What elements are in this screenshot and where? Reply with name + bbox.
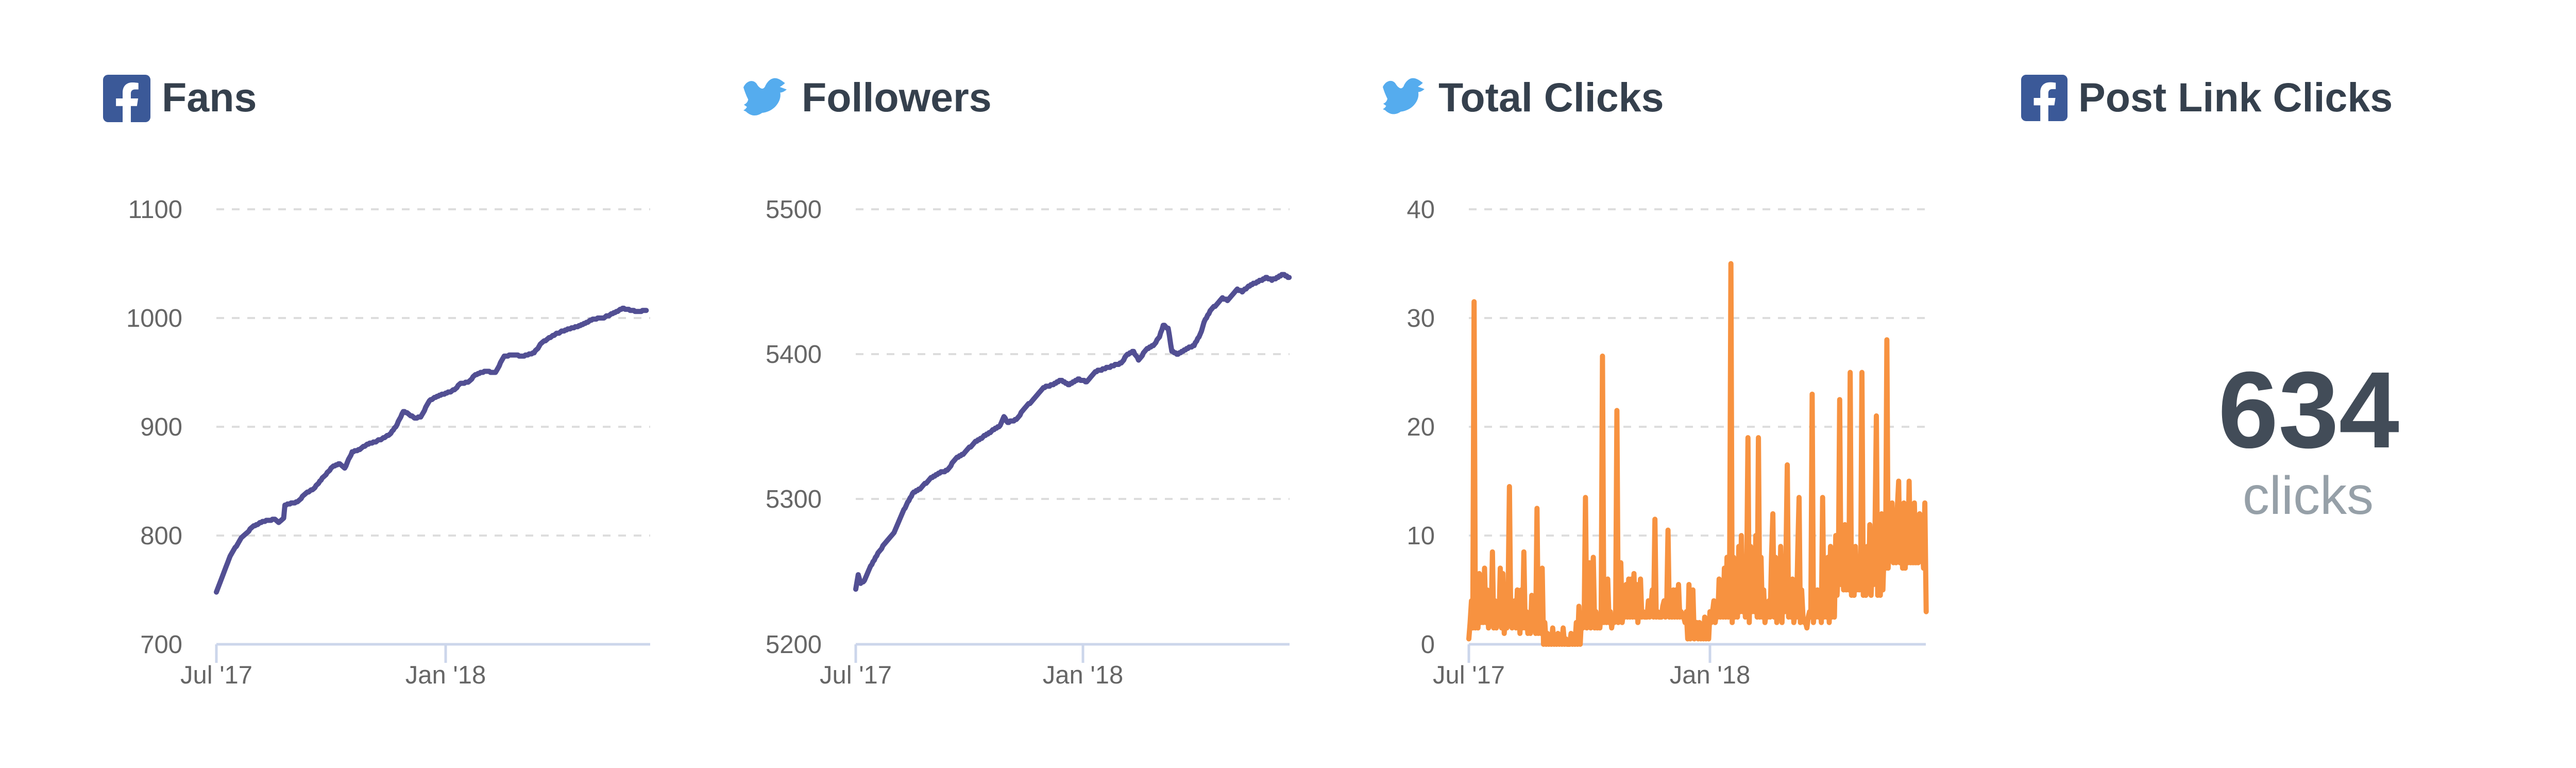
svg-text:Jan '18: Jan '18 <box>1670 661 1750 689</box>
svg-text:Total Clicks: Total Clicks <box>1438 74 1664 120</box>
svg-text:40: 40 <box>1406 196 1435 224</box>
svg-text:634: 634 <box>2218 349 2399 471</box>
svg-text:Jul '17: Jul '17 <box>820 661 892 689</box>
svg-text:Jan '18: Jan '18 <box>1043 661 1123 689</box>
svg-text:Jul '17: Jul '17 <box>180 661 252 689</box>
svg-text:5300: 5300 <box>766 486 822 513</box>
svg-text:clicks: clicks <box>2243 466 2374 526</box>
svg-text:10: 10 <box>1406 522 1435 550</box>
svg-text:700: 700 <box>140 631 182 659</box>
svg-text:5400: 5400 <box>766 341 822 369</box>
svg-text:900: 900 <box>140 413 182 441</box>
svg-text:Fans: Fans <box>162 74 257 120</box>
svg-text:1000: 1000 <box>126 305 182 332</box>
svg-text:800: 800 <box>140 522 182 550</box>
svg-text:0: 0 <box>1421 631 1435 659</box>
svg-text:Followers: Followers <box>802 74 992 120</box>
svg-text:Jan '18: Jan '18 <box>405 661 486 689</box>
svg-text:5500: 5500 <box>766 196 822 224</box>
svg-text:5200: 5200 <box>766 631 822 659</box>
svg-text:Jul '17: Jul '17 <box>1433 661 1505 689</box>
svg-text:1100: 1100 <box>128 196 182 224</box>
svg-text:30: 30 <box>1406 305 1435 332</box>
svg-text:Post Link Clicks: Post Link Clicks <box>2078 74 2393 120</box>
svg-text:20: 20 <box>1406 413 1435 441</box>
